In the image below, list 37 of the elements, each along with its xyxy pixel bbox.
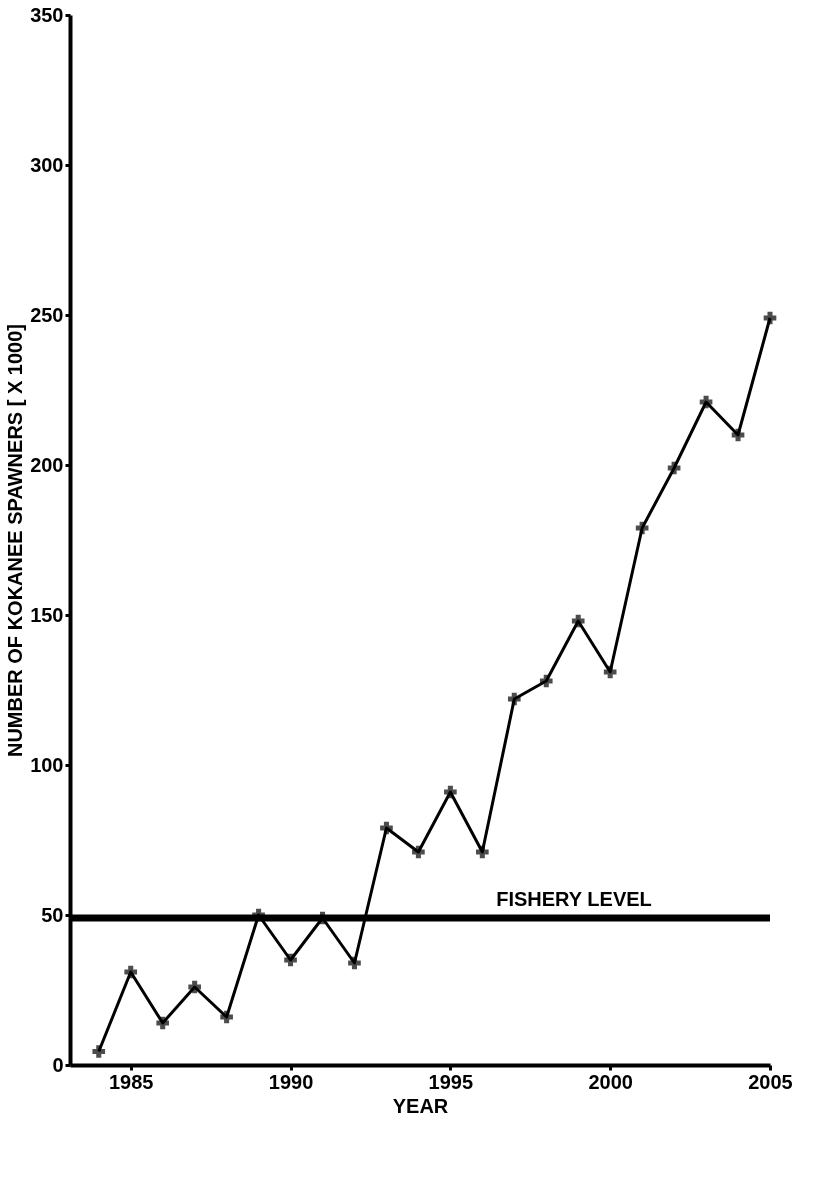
- point: [220, 1010, 233, 1024]
- point: [188, 980, 201, 994]
- point: [507, 692, 521, 706]
- point: [539, 674, 553, 688]
- point: [603, 665, 617, 679]
- y-tick-label: 350: [30, 3, 64, 26]
- point: [571, 614, 585, 628]
- point: [284, 953, 297, 967]
- point: [731, 428, 745, 442]
- point: [635, 521, 649, 535]
- point: [252, 908, 265, 922]
- point: [124, 965, 138, 979]
- point: [444, 785, 457, 799]
- point: [348, 956, 361, 970]
- x-tick-label: 1985: [108, 1070, 154, 1093]
- x-axis-title: YEAR: [392, 1094, 449, 1117]
- y-axis-title: NUMBER OF KOKANEE SPAWNERS [ X 1000]: [4, 323, 27, 758]
- y-tick-label: 250: [30, 303, 64, 326]
- y-tick-label: 0: [52, 1053, 64, 1076]
- y-tick-label: 100: [30, 753, 64, 776]
- y-tick-label: 300: [30, 153, 64, 176]
- y-tick-label: 150: [30, 603, 64, 626]
- point: [699, 395, 713, 409]
- point: [667, 461, 681, 475]
- point: [476, 845, 489, 859]
- x-tick-label: 2005: [748, 1070, 793, 1093]
- point: [380, 821, 393, 835]
- y-tick-label: 200: [30, 453, 64, 476]
- x-tick-label: 1990: [268, 1070, 314, 1093]
- point: [92, 1045, 106, 1058]
- y-tick-label: 50: [41, 903, 64, 926]
- point: [412, 845, 425, 859]
- x-tick-label: 2000: [588, 1070, 633, 1093]
- x-tick-label: 1995: [428, 1070, 474, 1093]
- point: [763, 311, 777, 325]
- point: [156, 1016, 170, 1030]
- ref-line-label: FISHERY LEVEL: [496, 888, 652, 910]
